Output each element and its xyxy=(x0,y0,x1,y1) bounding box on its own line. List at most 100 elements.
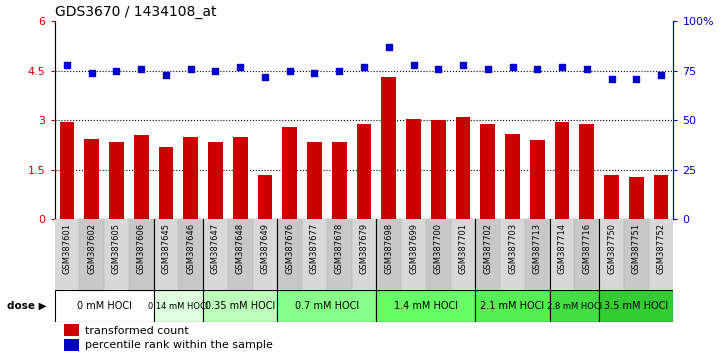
Bar xyxy=(277,290,376,322)
Point xyxy=(61,62,73,68)
Bar xyxy=(302,219,327,290)
Bar xyxy=(64,324,79,336)
Point xyxy=(457,62,469,68)
Text: 0.35 mM HOCl: 0.35 mM HOCl xyxy=(205,301,275,311)
Bar xyxy=(475,219,500,290)
Bar xyxy=(604,175,619,219)
Text: GSM387647: GSM387647 xyxy=(211,223,220,274)
Bar xyxy=(451,219,475,290)
Bar xyxy=(228,219,253,290)
Bar xyxy=(475,290,550,322)
Text: percentile rank within the sample: percentile rank within the sample xyxy=(85,341,273,350)
Point xyxy=(507,64,518,70)
Bar xyxy=(530,140,545,219)
Point xyxy=(606,76,617,81)
Text: dose ▶: dose ▶ xyxy=(7,301,47,311)
Text: GSM387701: GSM387701 xyxy=(459,223,467,274)
Bar xyxy=(579,124,594,219)
Bar xyxy=(505,133,520,219)
Bar xyxy=(599,290,673,322)
Bar xyxy=(376,219,401,290)
Bar xyxy=(154,219,178,290)
Bar xyxy=(624,219,649,290)
Bar xyxy=(654,175,668,219)
Bar xyxy=(183,137,198,219)
Point xyxy=(531,66,543,72)
Bar xyxy=(327,219,352,290)
Text: GSM387649: GSM387649 xyxy=(261,223,269,274)
Bar xyxy=(401,219,426,290)
Point xyxy=(160,72,172,78)
Bar xyxy=(629,177,644,219)
Text: GSM387602: GSM387602 xyxy=(87,223,96,274)
Point xyxy=(556,64,568,70)
Bar xyxy=(84,138,99,219)
Point xyxy=(135,66,147,72)
Point xyxy=(630,76,642,81)
Point xyxy=(383,44,395,50)
Text: 0.14 mM HOCl: 0.14 mM HOCl xyxy=(149,302,208,311)
Bar xyxy=(159,147,173,219)
Bar xyxy=(203,290,277,322)
Bar xyxy=(277,219,302,290)
Text: 0 mM HOCl: 0 mM HOCl xyxy=(76,301,132,311)
Text: transformed count: transformed count xyxy=(85,326,189,336)
Point xyxy=(234,64,246,70)
Point xyxy=(284,68,296,74)
Text: GSM387601: GSM387601 xyxy=(63,223,71,274)
Bar xyxy=(376,290,475,322)
Text: GSM387606: GSM387606 xyxy=(137,223,146,274)
Text: GDS3670 / 1434108_at: GDS3670 / 1434108_at xyxy=(55,5,216,19)
Bar xyxy=(649,219,673,290)
Bar xyxy=(282,127,297,219)
Point xyxy=(358,64,370,70)
Bar xyxy=(550,290,599,322)
Text: 1.4 mM HOCl: 1.4 mM HOCl xyxy=(394,301,458,311)
Bar xyxy=(109,142,124,219)
Bar xyxy=(208,142,223,219)
Text: GSM387716: GSM387716 xyxy=(582,223,591,274)
Text: GSM387678: GSM387678 xyxy=(335,223,344,274)
Text: GSM387751: GSM387751 xyxy=(632,223,641,274)
Text: GSM387676: GSM387676 xyxy=(285,223,294,274)
Bar xyxy=(178,219,203,290)
Point xyxy=(655,72,667,78)
Point xyxy=(185,66,197,72)
Text: GSM387700: GSM387700 xyxy=(434,223,443,274)
Text: GSM387679: GSM387679 xyxy=(360,223,368,274)
Bar xyxy=(357,124,371,219)
Bar xyxy=(426,219,451,290)
Bar xyxy=(203,219,228,290)
Bar xyxy=(555,122,569,219)
Bar xyxy=(406,119,421,219)
Bar xyxy=(352,219,376,290)
Point xyxy=(111,68,122,74)
Bar xyxy=(599,219,624,290)
Text: GSM387702: GSM387702 xyxy=(483,223,492,274)
Bar xyxy=(574,219,599,290)
Point xyxy=(309,70,320,76)
Text: 2.1 mM HOCl: 2.1 mM HOCl xyxy=(480,301,545,311)
Text: 0.7 mM HOCl: 0.7 mM HOCl xyxy=(295,301,359,311)
Bar xyxy=(525,219,550,290)
Point xyxy=(581,66,593,72)
Text: 3.5 mM HOCl: 3.5 mM HOCl xyxy=(604,301,668,311)
Text: GSM387752: GSM387752 xyxy=(657,223,665,274)
Point xyxy=(482,66,494,72)
Bar xyxy=(431,120,446,219)
Text: GSM387648: GSM387648 xyxy=(236,223,245,274)
Bar xyxy=(60,122,74,219)
Bar xyxy=(332,142,347,219)
Bar xyxy=(550,219,574,290)
Text: 2.8 mM HOCl: 2.8 mM HOCl xyxy=(547,302,602,311)
Point xyxy=(210,68,221,74)
Bar xyxy=(134,135,149,219)
Bar xyxy=(500,219,525,290)
Point xyxy=(333,68,345,74)
Bar xyxy=(233,137,248,219)
Point xyxy=(259,74,271,80)
Bar xyxy=(480,124,495,219)
Text: GSM387714: GSM387714 xyxy=(558,223,566,274)
Text: GSM387645: GSM387645 xyxy=(162,223,170,274)
Bar xyxy=(129,219,154,290)
